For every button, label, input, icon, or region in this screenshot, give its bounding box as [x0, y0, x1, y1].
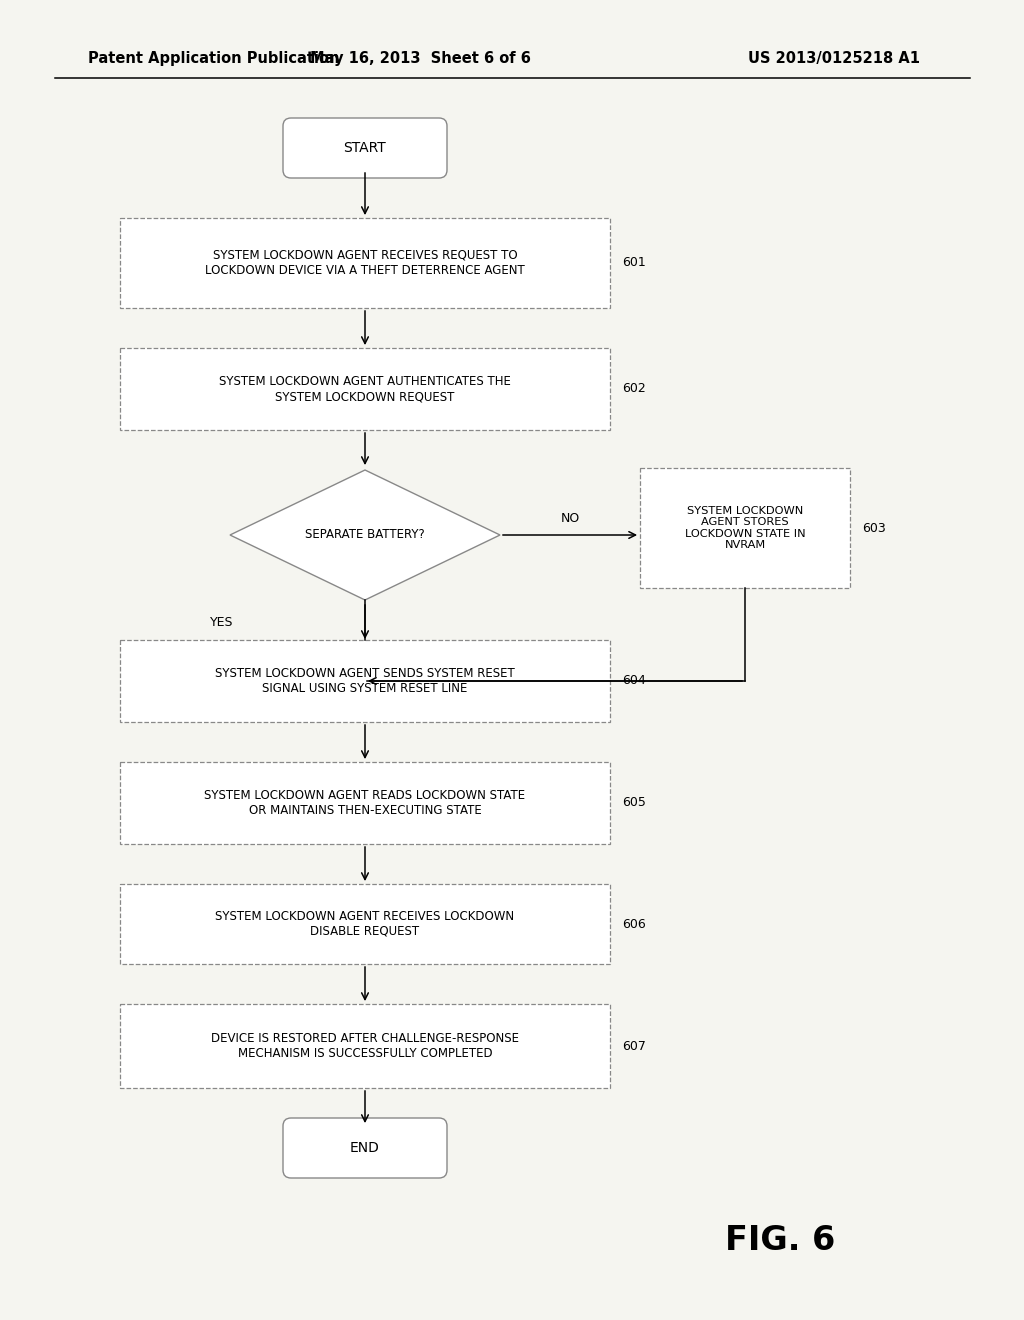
Text: START: START — [344, 141, 386, 154]
Text: 602: 602 — [622, 383, 646, 396]
Text: SYSTEM LOCKDOWN AGENT RECEIVES REQUEST TO
LOCKDOWN DEVICE VIA A THEFT DETERRENCE: SYSTEM LOCKDOWN AGENT RECEIVES REQUEST T… — [205, 249, 525, 277]
Text: Patent Application Publication: Patent Application Publication — [88, 50, 340, 66]
Bar — [120, 884, 610, 964]
Text: DEVICE IS RESTORED AFTER CHALLENGE-RESPONSE
MECHANISM IS SUCCESSFULLY COMPLETED: DEVICE IS RESTORED AFTER CHALLENGE-RESPO… — [211, 1032, 519, 1060]
Text: SYSTEM LOCKDOWN AGENT AUTHENTICATES THE
SYSTEM LOCKDOWN REQUEST: SYSTEM LOCKDOWN AGENT AUTHENTICATES THE … — [219, 375, 511, 403]
Polygon shape — [230, 470, 500, 601]
Text: SYSTEM LOCKDOWN AGENT READS LOCKDOWN STATE
OR MAINTAINS THEN-EXECUTING STATE: SYSTEM LOCKDOWN AGENT READS LOCKDOWN STA… — [205, 789, 525, 817]
Text: US 2013/0125218 A1: US 2013/0125218 A1 — [748, 50, 920, 66]
Text: 604: 604 — [622, 675, 646, 688]
Text: YES: YES — [210, 615, 233, 628]
FancyBboxPatch shape — [283, 117, 447, 178]
Text: 605: 605 — [622, 796, 646, 809]
Bar — [640, 469, 850, 587]
FancyBboxPatch shape — [283, 1118, 447, 1177]
Bar — [120, 640, 610, 722]
Bar — [120, 1005, 610, 1088]
Text: 607: 607 — [622, 1040, 646, 1052]
Bar — [120, 762, 610, 843]
Text: 603: 603 — [862, 521, 886, 535]
Text: May 16, 2013  Sheet 6 of 6: May 16, 2013 Sheet 6 of 6 — [309, 50, 530, 66]
Bar — [120, 348, 610, 430]
Text: END: END — [350, 1140, 380, 1155]
Text: 601: 601 — [622, 256, 646, 269]
Text: SYSTEM LOCKDOWN AGENT RECEIVES LOCKDOWN
DISABLE REQUEST: SYSTEM LOCKDOWN AGENT RECEIVES LOCKDOWN … — [215, 909, 515, 939]
Text: SYSTEM LOCKDOWN
AGENT STORES
LOCKDOWN STATE IN
NVRAM: SYSTEM LOCKDOWN AGENT STORES LOCKDOWN ST… — [685, 506, 805, 550]
Bar — [120, 218, 610, 308]
Text: SEPARATE BATTERY?: SEPARATE BATTERY? — [305, 528, 425, 541]
Text: FIG. 6: FIG. 6 — [725, 1224, 836, 1257]
Text: SYSTEM LOCKDOWN AGENT SENDS SYSTEM RESET
SIGNAL USING SYSTEM RESET LINE: SYSTEM LOCKDOWN AGENT SENDS SYSTEM RESET… — [215, 667, 515, 696]
Text: 606: 606 — [622, 917, 646, 931]
Text: NO: NO — [560, 512, 580, 525]
